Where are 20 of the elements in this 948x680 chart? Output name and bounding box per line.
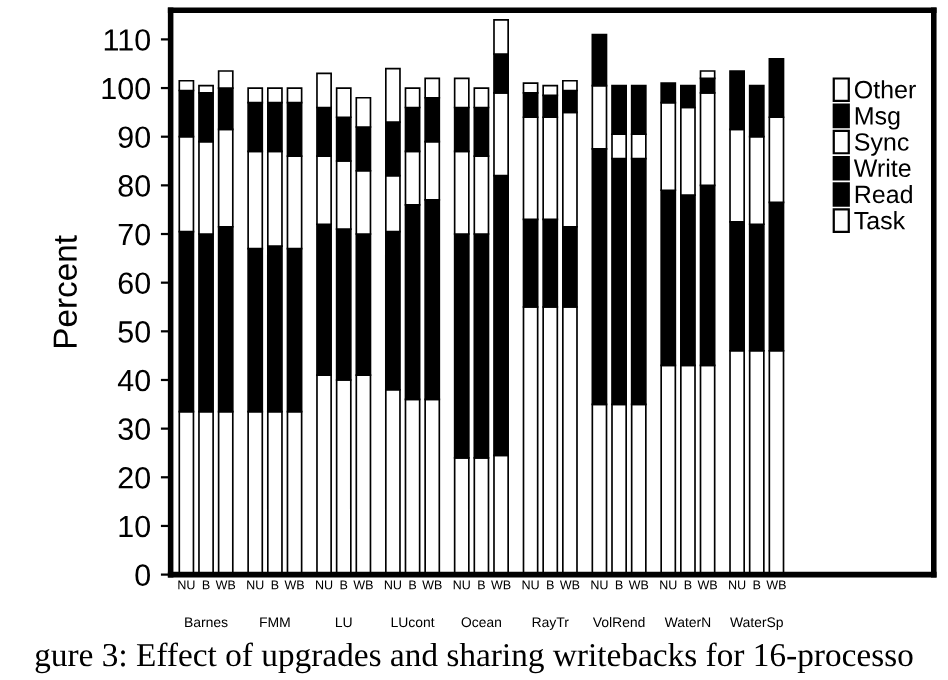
y-tick-label: 70 (118, 223, 150, 246)
legend-label: Msg (855, 107, 900, 130)
y-tick-label: 50 (118, 321, 150, 343)
legend-label: Other (854, 80, 916, 99)
y-axis-title: Percent (53, 235, 77, 348)
legend-label: Task (854, 211, 906, 230)
y-tick-label: 0 (135, 564, 150, 586)
y-tick-label: 10 (119, 515, 150, 538)
y-tick-label: 40 (117, 369, 150, 392)
legend-label: Sync (854, 133, 909, 156)
y-tick-label: 100 (102, 77, 151, 100)
y-tick-label: 90 (118, 126, 150, 149)
legend-label: Read (855, 184, 912, 204)
y-tick-label: 60 (118, 272, 150, 295)
text: gure 3: Effect of upgrades and sharing writebacks for 16-processo (35, 642, 913, 674)
y-tick-label: 80 (118, 175, 150, 197)
y-tick-label: 20 (118, 467, 150, 489)
y-tick-label: 30 (118, 418, 150, 441)
y-tick-label: 110 (104, 29, 151, 51)
legend-label: Write (853, 158, 911, 178)
